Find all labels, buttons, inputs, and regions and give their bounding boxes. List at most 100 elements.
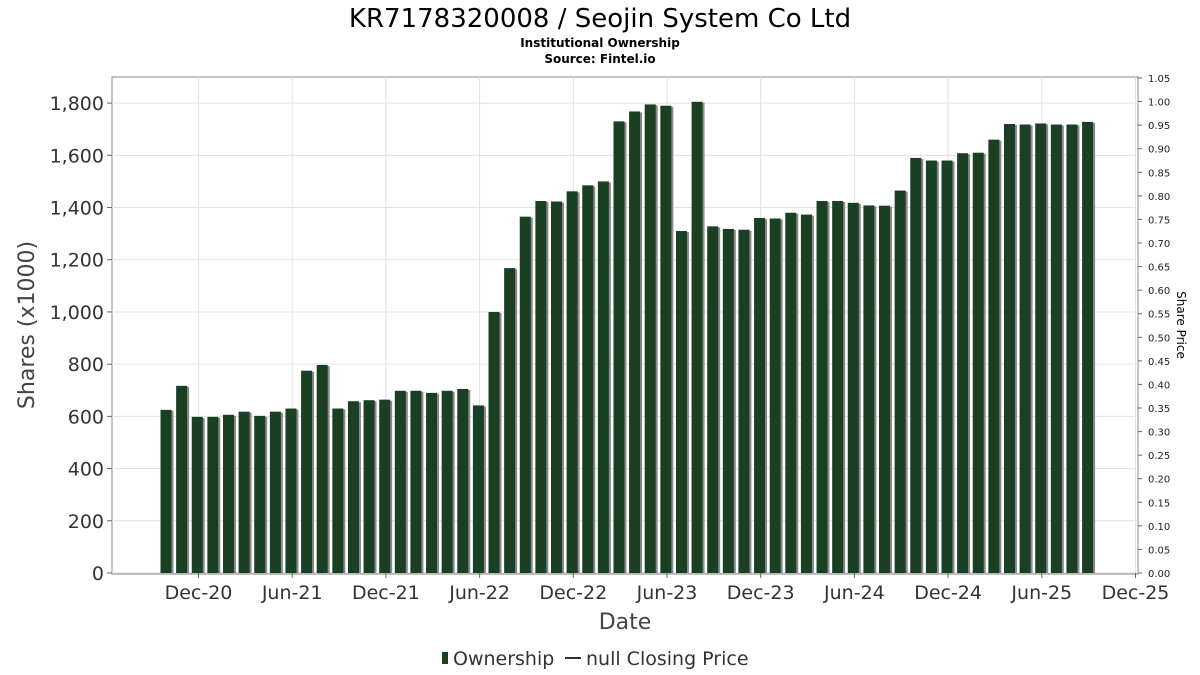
- x-tick-label: Dec-23: [727, 582, 795, 604]
- y-tick-label: 0: [92, 563, 104, 585]
- bar-ownership: [191, 416, 203, 573]
- bar-ownership: [988, 139, 1000, 573]
- bar-ownership: [488, 311, 500, 573]
- bar-ownership: [176, 385, 188, 573]
- y-right-tick-label: 0.00: [1148, 569, 1170, 580]
- y-axis-right: 0.00 0.05 0.10 0.15 0.20 0.25 0.30 0.35 0.40 0.45…: [1138, 74, 1170, 580]
- bar-ownership: [207, 416, 219, 573]
- bar-ownership: [441, 390, 453, 573]
- bar-ownership: [816, 201, 828, 573]
- legend-ownership-label: Ownership: [453, 648, 554, 670]
- y-tick-label: 1,200: [50, 250, 104, 272]
- x-tick-label: Dec-22: [539, 582, 607, 604]
- y-right-tick-label: 0.90: [1148, 145, 1170, 156]
- bar-ownership: [1003, 123, 1015, 573]
- y-right-tick-label: 0.50: [1148, 333, 1170, 344]
- x-tick-label: Dec-25: [1102, 582, 1170, 604]
- chart-title: KR7178320008 / Seojin System Co Ltd: [349, 4, 851, 34]
- bar-series-ownership: [160, 101, 1096, 574]
- bar-ownership: [800, 214, 812, 573]
- bar-ownership: [379, 399, 391, 573]
- bar-ownership: [941, 160, 953, 573]
- y-right-tick-label: 0.25: [1148, 451, 1170, 462]
- x-tick-label: Jun-23: [636, 582, 698, 604]
- bar-ownership: [472, 405, 484, 573]
- bar-ownership: [316, 364, 328, 573]
- bar-ownership: [332, 408, 344, 573]
- bar-ownership: [551, 201, 562, 574]
- y-right-tick-label: 1.05: [1148, 74, 1170, 85]
- y-right-tick-label: 0.20: [1148, 475, 1170, 486]
- y-right-tick-label: 0.80: [1148, 192, 1170, 203]
- y-right-tick-label: 0.95: [1148, 121, 1170, 132]
- bar-ownership: [269, 411, 281, 573]
- bar-ownership: [1066, 124, 1078, 573]
- y-right-tick-label: 0.30: [1148, 428, 1170, 439]
- bar-ownership: [426, 392, 438, 573]
- y-right-tick-label: 0.70: [1148, 239, 1170, 250]
- bar-ownership: [769, 218, 781, 573]
- bar-ownership: [1019, 124, 1031, 573]
- bar-ownership: [1082, 121, 1094, 573]
- bar-ownership: [363, 400, 375, 573]
- bar-ownership: [504, 268, 516, 573]
- y-axis-left: 0 200 400 600 800 1,000 1,200 1,400 1,600 1,800: [50, 93, 112, 585]
- x-tick-label: Jun-21: [261, 582, 323, 604]
- y-axis-title: Shares (x1000): [15, 241, 40, 409]
- bar-ownership: [879, 205, 891, 573]
- bar-ownership: [613, 121, 625, 574]
- bar-ownership: [832, 201, 844, 573]
- y-right-tick-label: 0.35: [1148, 404, 1170, 415]
- bar-ownership: [894, 190, 906, 573]
- bar-ownership: [410, 390, 422, 573]
- chart-source: Source: Fintel.io: [544, 52, 655, 66]
- x-tick-label: Jun-24: [823, 582, 885, 604]
- bar-ownership: [394, 390, 406, 573]
- y-tick-label: 200: [68, 511, 104, 533]
- bar-ownership: [535, 201, 547, 573]
- chart-subtitle: Institutional Ownership: [520, 36, 680, 50]
- x-tick-label: Dec-24: [914, 582, 982, 604]
- y-right-tick-label: 0.40: [1148, 380, 1170, 391]
- bar-ownership: [644, 104, 656, 574]
- x-tick-label: Dec-20: [165, 582, 233, 604]
- y-right-tick-label: 0.60: [1148, 286, 1170, 297]
- bar-ownership: [972, 152, 984, 573]
- y-right-tick-label: 0.55: [1148, 310, 1170, 321]
- bar-ownership: [285, 408, 297, 573]
- x-tick-label: Jun-25: [1010, 582, 1072, 604]
- bar-ownership: [582, 185, 594, 573]
- y-right-tick-label: 0.45: [1148, 357, 1170, 368]
- legend: Ownership null Closing Price: [442, 648, 749, 670]
- y-right-tick-label: 0.10: [1148, 522, 1170, 533]
- y-right-tick-label: 0.65: [1148, 263, 1170, 274]
- y-tick-label: 400: [68, 459, 104, 481]
- bar-ownership: [1035, 123, 1047, 573]
- bar-ownership: [347, 401, 359, 573]
- x-tick-label: Dec-21: [352, 582, 420, 604]
- bar-ownership: [222, 414, 234, 573]
- legend-price-label: null Closing Price: [586, 648, 749, 670]
- bar-ownership: [910, 157, 922, 573]
- legend-ownership-swatch: [442, 652, 448, 664]
- y-tick-label: 1,000: [50, 302, 104, 324]
- bar-ownership: [160, 409, 172, 573]
- y-tick-label: 1,800: [50, 93, 104, 115]
- bar-ownership: [254, 415, 266, 573]
- bar-ownership: [754, 217, 766, 573]
- bar-ownership: [597, 181, 609, 573]
- bar-ownership: [675, 231, 687, 573]
- y-right-tick-label: 1.00: [1148, 98, 1170, 109]
- bar-ownership: [519, 216, 531, 574]
- bar-ownership: [785, 212, 797, 573]
- bar-ownership: [457, 388, 469, 573]
- bar-ownership: [691, 101, 703, 574]
- x-axis: Dec-20 Jun-21 Dec-21 Jun-22 Dec-22 Jun-23 Dec-…: [165, 573, 1170, 604]
- bar-ownership: [722, 228, 734, 574]
- bar-ownership: [629, 111, 641, 573]
- bar-ownership: [925, 160, 937, 573]
- bar-ownership: [660, 105, 672, 573]
- y-tick-label: 1,400: [50, 198, 104, 220]
- y-axis-right-title: Share Price: [1174, 291, 1188, 359]
